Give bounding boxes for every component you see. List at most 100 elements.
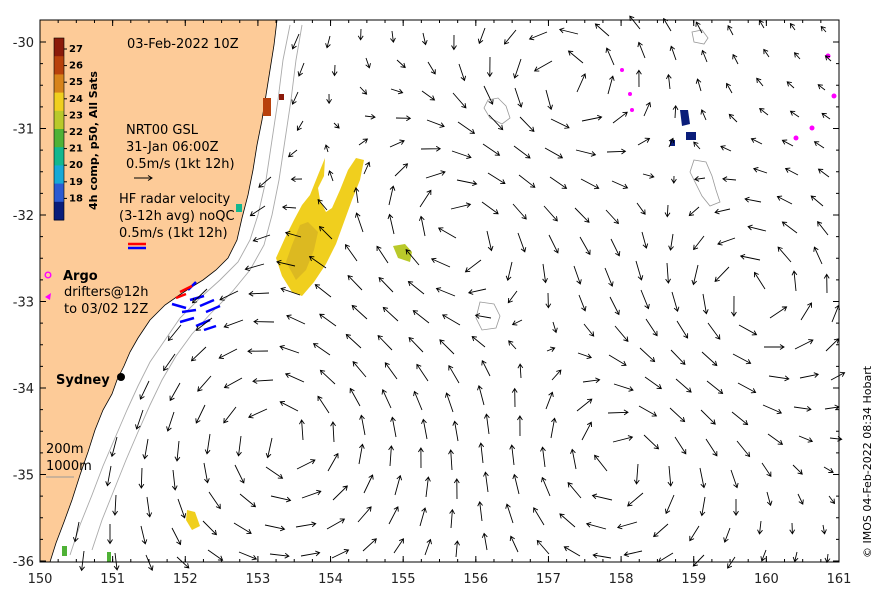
current-vector-arrow	[474, 313, 492, 319]
current-vector-arrow	[699, 467, 707, 489]
current-vector-arrow	[279, 400, 299, 412]
x-tick-label: 156	[463, 572, 488, 587]
current-vector-arrow	[608, 354, 627, 366]
current-vector-arrow	[249, 205, 266, 217]
current-vector-arrow	[454, 540, 460, 558]
gsl-legend-line3: 0.5m/s (1kt 12h)	[126, 157, 235, 172]
current-vector-arrow	[511, 319, 523, 326]
current-vector-arrow	[435, 287, 456, 297]
current-vector-arrow	[418, 215, 426, 237]
y-tick-label: -30	[13, 36, 34, 51]
argo-legend-line2: to 03/02 12Z	[64, 302, 148, 317]
current-vector-arrow	[236, 435, 242, 457]
argo-legend-icon	[44, 271, 52, 279]
argo-float	[809, 125, 815, 131]
current-vector-arrow	[639, 347, 656, 363]
current-vector-arrow	[252, 234, 271, 243]
current-vector-arrow	[533, 507, 545, 526]
current-vector-arrow	[820, 25, 827, 33]
current-vector-arrow	[574, 207, 590, 223]
current-vector-arrow	[467, 288, 487, 295]
current-vector-arrow	[550, 417, 557, 439]
current-vector-arrow	[354, 212, 364, 233]
hf-legend-line2: (3-12h avg) noQC	[119, 209, 235, 224]
current-vector-arrow	[752, 167, 768, 174]
current-vector-arrow	[700, 409, 716, 425]
current-vector-arrow	[567, 50, 584, 64]
current-vector-arrow	[542, 263, 548, 284]
current-vector-arrow	[508, 340, 517, 350]
current-vector-arrow	[207, 549, 224, 561]
current-vector-arrow	[110, 436, 118, 458]
current-vector-arrow	[725, 82, 733, 94]
current-vector-arrow	[781, 139, 794, 147]
current-vector-arrow	[764, 344, 785, 350]
current-vector-arrow	[688, 206, 700, 217]
current-vector-arrow	[437, 227, 457, 239]
current-vector-arrow	[823, 273, 830, 294]
current-vector-arrow	[762, 404, 783, 415]
current-vector-arrow	[265, 466, 284, 479]
current-vector-arrow	[333, 122, 340, 129]
current-vector-arrow	[171, 469, 178, 491]
current-vector-arrow	[345, 333, 362, 349]
current-vector-arrow	[239, 493, 257, 508]
current-vector-arrow	[448, 449, 454, 471]
colorbar-swatch	[54, 165, 64, 185]
x-tick-label: 161	[827, 572, 852, 587]
current-vector-arrow	[332, 485, 348, 501]
current-vector-arrow	[512, 203, 527, 220]
current-vector-arrow	[208, 491, 221, 510]
current-vector-arrow	[799, 372, 820, 379]
current-vector-arrow	[234, 464, 245, 484]
current-vector-arrow	[393, 538, 404, 554]
current-vector-arrow	[578, 294, 587, 312]
current-vector-arrow	[781, 221, 798, 234]
x-tick-label: 155	[391, 572, 416, 587]
x-tick-label: 157	[536, 572, 561, 587]
current-vector-arrow	[723, 527, 731, 543]
current-vector-arrow	[761, 462, 772, 477]
current-vector-arrow	[645, 318, 658, 337]
current-vector-arrow	[727, 556, 736, 569]
current-vector-arrow	[594, 454, 608, 472]
current-vector-arrow	[672, 104, 679, 119]
current-vector-arrow	[693, 235, 705, 251]
x-tick-label: 160	[754, 572, 779, 587]
current-vector-arrow	[291, 33, 300, 50]
current-vector-arrow	[754, 271, 766, 290]
current-vector-arrow	[444, 392, 454, 413]
y-tick-label: -33	[13, 296, 34, 311]
current-vector-arrow	[107, 524, 113, 545]
current-vector-arrow	[191, 288, 208, 304]
current-vector-arrow	[581, 421, 593, 441]
current-vector-arrow	[204, 433, 211, 455]
current-vector-arrow	[823, 466, 834, 473]
current-vector-arrow	[451, 34, 457, 51]
current-vector-arrow	[760, 549, 767, 562]
current-vector-arrow	[363, 474, 374, 494]
current-vector-arrow	[425, 476, 431, 498]
x-tick-label: 154	[318, 572, 343, 587]
current-vector-arrow	[197, 375, 212, 392]
current-vector-arrow	[585, 521, 607, 530]
current-vector-arrow	[592, 552, 612, 559]
current-vector-arrow	[727, 24, 734, 36]
sst-patch-northeast	[279, 94, 284, 100]
current-vector-arrow	[543, 205, 558, 222]
colorbar-swatch	[54, 201, 64, 221]
current-vector-arrow	[331, 64, 338, 77]
sst-patch-south	[186, 510, 200, 530]
current-vector-arrow	[359, 86, 368, 95]
current-vector-arrow	[319, 313, 337, 327]
gsl-legend-line1: NRT00 GSL	[126, 123, 199, 138]
current-vector-arrow	[671, 175, 677, 184]
current-vector-arrow	[295, 521, 317, 528]
current-vector-arrow	[142, 438, 149, 460]
current-vector-arrow	[810, 195, 824, 207]
city-marker-sydney	[117, 373, 125, 381]
current-vector-arrow	[327, 170, 334, 182]
colorbar-frame	[53, 37, 65, 221]
current-vector-arrow	[314, 284, 332, 298]
